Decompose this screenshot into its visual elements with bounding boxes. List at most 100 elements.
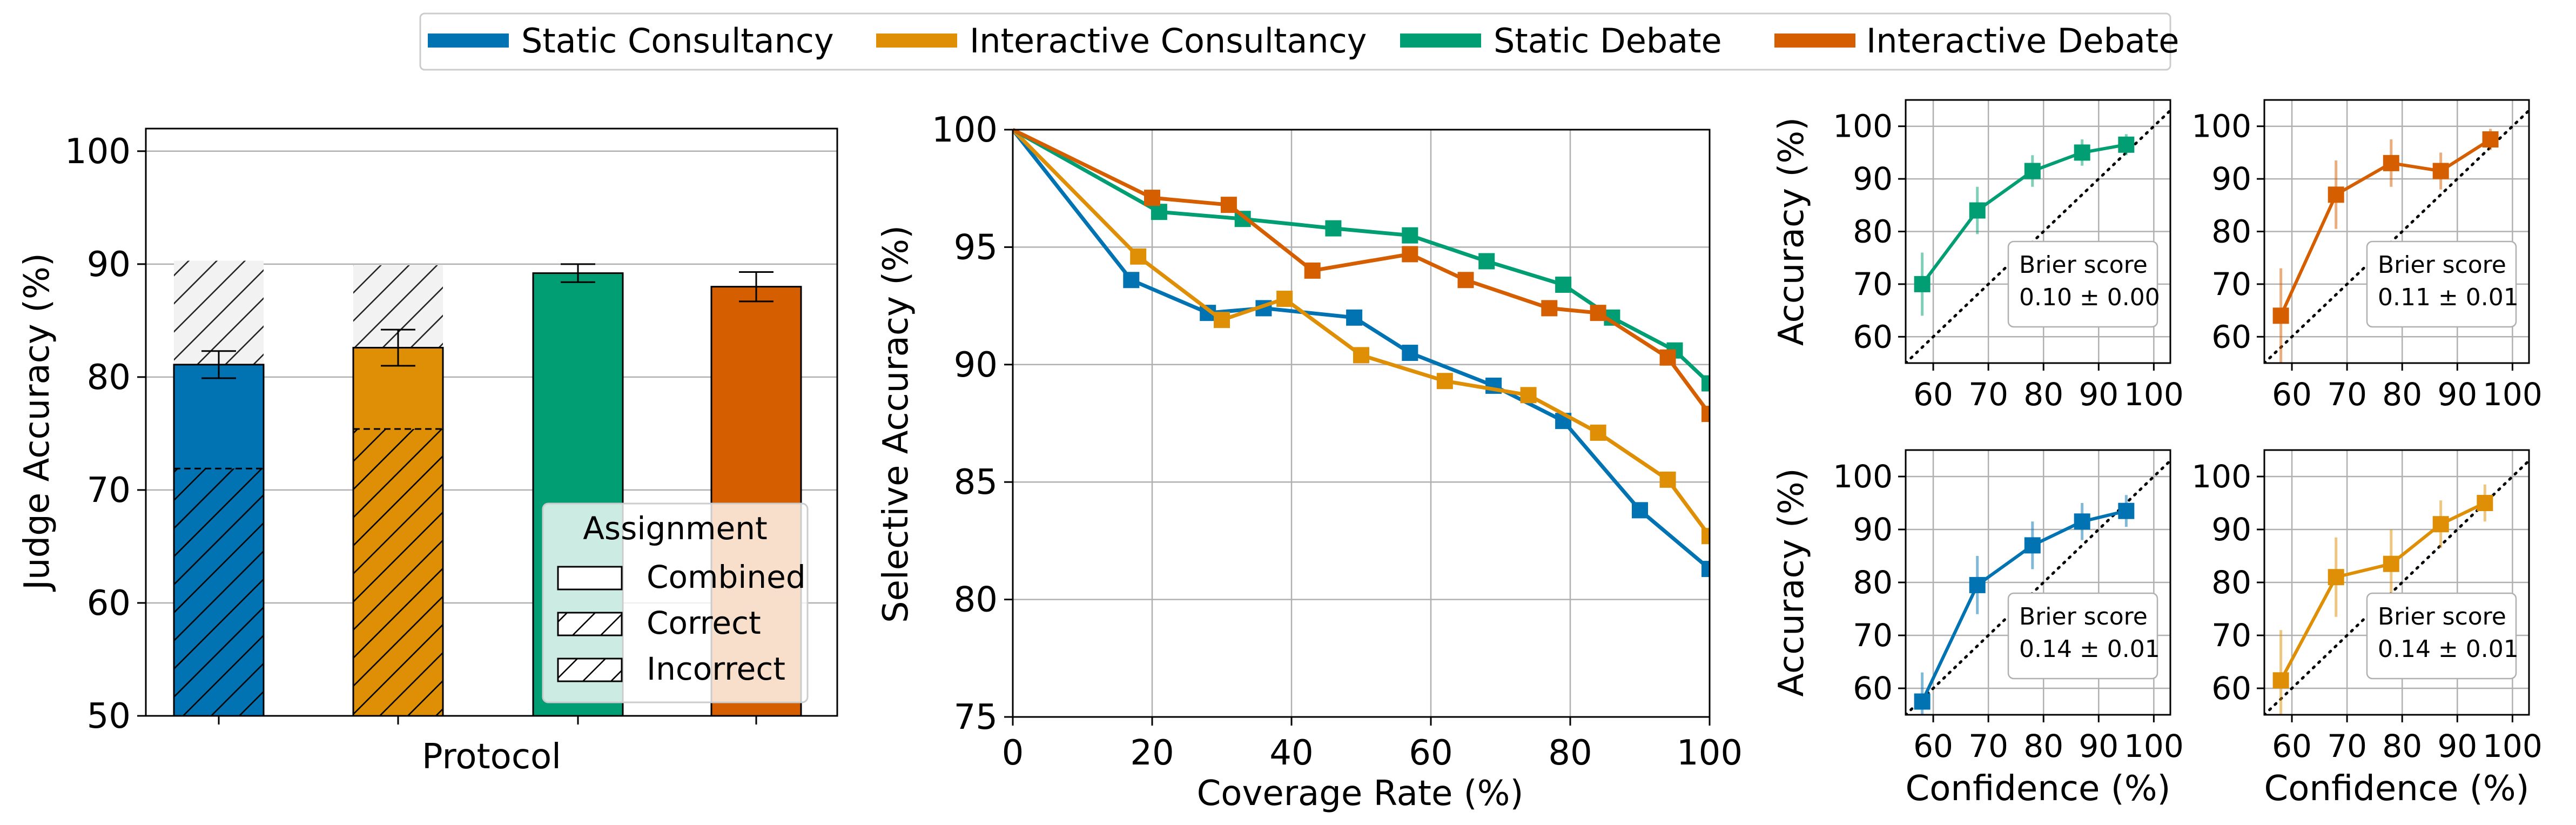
axes-frame <box>1012 129 1711 718</box>
data-point <box>2383 155 2399 171</box>
data-point <box>1325 220 1342 237</box>
data-point <box>1214 312 1230 328</box>
series-line <box>1013 128 1710 571</box>
data-point <box>1632 502 1648 519</box>
data-point <box>2383 555 2399 572</box>
y-tick-label: 100 <box>2191 458 2251 495</box>
data-point <box>1220 197 1237 213</box>
series-line <box>1013 128 1710 415</box>
data-point <box>2272 307 2289 324</box>
plot-area <box>2264 109 2529 363</box>
y-tick-label: 100 <box>65 132 131 172</box>
y-tick-label: 60 <box>1853 318 1893 355</box>
plot-area <box>1906 459 2170 715</box>
data-point <box>2074 144 2090 161</box>
inner-legend-swatch <box>557 566 623 591</box>
x-tick-label: 80 <box>2382 376 2422 413</box>
data-point <box>1151 204 1167 220</box>
bar-correct-hatch <box>174 260 264 365</box>
y-tick-label: 60 <box>1853 670 1893 707</box>
data-point <box>1969 202 1986 219</box>
data-point <box>1276 291 1293 307</box>
y-tick-label: 70 <box>2211 617 2251 654</box>
x-tick-label: 80 <box>2023 728 2063 764</box>
x-axis-label: Confidence (%) <box>1906 769 2171 809</box>
data-point <box>2074 513 2090 530</box>
bar-incorrect-hatch <box>353 429 443 716</box>
legend-label: Static Debate <box>1494 21 1722 61</box>
axes-frame <box>1905 449 2171 716</box>
x-tick-label: 70 <box>2327 376 2367 413</box>
x-tick-label: 20 <box>1130 733 1174 773</box>
y-tick-label: 90 <box>2211 511 2251 548</box>
inner-legend-frame <box>542 502 809 703</box>
x-tick-label: 60 <box>2272 376 2312 413</box>
plot-area <box>2264 459 2529 715</box>
data-point <box>2477 495 2493 511</box>
x-tick-label: 80 <box>2382 728 2422 764</box>
x-tick-label: 80 <box>1548 733 1592 773</box>
legend-swatch <box>428 33 509 48</box>
inner-legend-hatch <box>558 659 622 681</box>
data-point <box>1478 253 1495 270</box>
x-tick-label: 90 <box>2437 376 2477 413</box>
legend-swatch <box>1400 33 1481 48</box>
brier-score-value: 0.14 ± 0.01 <box>2019 635 2160 663</box>
x-tick-label: 60 <box>2272 728 2312 764</box>
x-tick-label: 100 <box>2483 376 2543 413</box>
data-point <box>1144 190 1160 206</box>
x-tick-label: 70 <box>1968 728 2008 764</box>
data-point <box>1659 349 1676 366</box>
data-point <box>2328 186 2344 203</box>
brier-score-label: Brier score <box>2019 251 2148 279</box>
brier-score-label: Brier score <box>2019 603 2148 631</box>
legend-label: Interactive Debate <box>1866 21 2179 61</box>
perfect-calibration-line <box>1906 459 2170 715</box>
data-point <box>1969 576 1986 593</box>
x-tick-label: 60 <box>1409 733 1452 773</box>
x-tick-label: 100 <box>2124 728 2184 764</box>
y-tick-label: 80 <box>954 580 998 620</box>
data-point <box>1346 309 1363 326</box>
data-point <box>1659 471 1676 488</box>
axes-frame <box>2263 449 2530 716</box>
y-tick-label: 90 <box>954 345 998 385</box>
y-tick-label: 100 <box>2191 108 2251 145</box>
brier-score-value: 0.14 ± 0.01 <box>2378 635 2519 663</box>
x-tick-label: 80 <box>2023 376 2063 413</box>
x-tick-label: 90 <box>2437 728 2477 764</box>
inner-legend-label: Incorrect <box>647 650 785 687</box>
y-tick-label: 80 <box>87 358 131 398</box>
brier-score-label: Brier score <box>2378 603 2506 631</box>
data-point <box>1457 272 1474 289</box>
x-tick-label: 40 <box>1269 733 1313 773</box>
data-point <box>1701 561 1710 578</box>
y-tick-label: 100 <box>1833 108 1893 145</box>
y-tick-label: 80 <box>2211 564 2251 601</box>
data-point <box>1436 373 1453 390</box>
data-point <box>1402 345 1418 361</box>
y-tick-label: 70 <box>2211 266 2251 303</box>
data-point <box>2118 502 2135 519</box>
inner-legend-title: Assignment <box>583 510 768 547</box>
y-tick-label: 60 <box>87 583 131 623</box>
y-tick-label: 90 <box>2211 160 2251 197</box>
data-point <box>1701 375 1710 392</box>
data-point <box>2024 537 2041 554</box>
perfect-calibration-line <box>2264 109 2529 363</box>
x-tick-label: 60 <box>1913 376 1953 413</box>
selective-accuracy-chart: 0 20 40 60 80 100 75 80 85 90 95 100 Coverage Rate (… <box>876 110 1743 814</box>
data-point <box>1701 406 1710 422</box>
data-point <box>1701 528 1710 545</box>
x-tick-label: 100 <box>1677 733 1743 773</box>
axes-frame <box>2263 99 2530 364</box>
data-point <box>1541 300 1558 317</box>
y-tick-label: 100 <box>932 110 998 150</box>
data-point <box>1123 272 1140 289</box>
plot-area <box>1906 109 2170 363</box>
axes-frame <box>145 128 838 717</box>
bar-chart: 50 60 70 80 90 100 Protocol Judge Accuracy (%) A… <box>17 128 838 777</box>
